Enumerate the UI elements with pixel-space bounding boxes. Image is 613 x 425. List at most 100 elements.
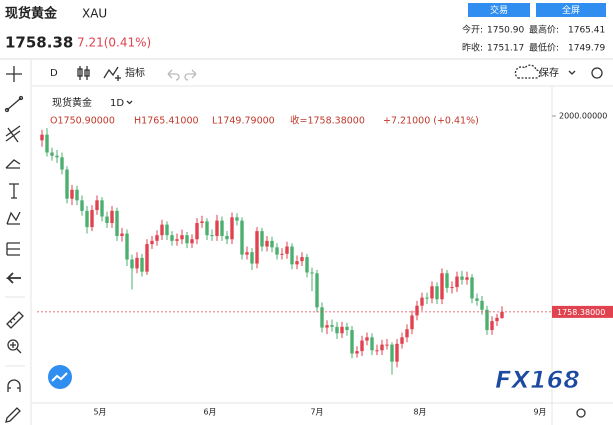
axis-settings[interactable] [576,408,586,418]
save-icon[interactable] [514,64,541,79]
logo [48,365,72,389]
candle-body [445,273,449,288]
candle-body [305,257,309,273]
candle-body [480,300,484,310]
candle-body [485,309,489,331]
candle-body [265,240,269,247]
candle-body [40,134,44,141]
trade-button-label[interactable]: 交易 [490,4,508,16]
stat-label: 最低价: [529,42,559,54]
stat-value: 1765.41 [568,26,605,36]
candle-body [285,246,289,254]
candle-body [75,189,79,201]
drawing-tools[interactable] [4,66,24,423]
candle-body [495,317,499,322]
candle-body [195,223,199,240]
candle-body [360,340,364,352]
candle-body [375,350,379,352]
candle-body [385,344,389,346]
candle-body [50,152,54,156]
undo-redo[interactable] [167,69,197,81]
fullscreen-button-label[interactable]: 全屏 [562,4,580,16]
indicator-icon[interactable] [103,66,121,81]
candle-body [325,325,329,328]
candle-body [330,325,334,327]
candle-body [490,321,494,331]
candle-body [140,257,144,272]
candle-body [350,330,354,354]
candle-body [60,157,64,170]
legend-open: O1750.90000 [50,116,115,127]
candle-body [225,235,229,240]
stat-value: 1750.90 [487,26,524,36]
candle-body [250,252,254,264]
candle-body [345,326,349,331]
candle-body [450,287,454,289]
legend-close: 收=1758.38000 [290,115,365,127]
y-tick-label: 2000.00000 [559,111,607,120]
candle-body [220,220,224,236]
stat-value: 1751.17 [487,44,524,54]
legend-interval: 1D [110,98,124,109]
candle-body [440,273,444,300]
candle-body [500,311,504,318]
stat-label: 最高价: [529,24,559,36]
candle-body [255,231,259,264]
last-price-box [552,305,613,318]
interval-button[interactable]: D [50,68,58,79]
candle-body [80,200,84,211]
candle-body [430,286,434,299]
x-tick-label: 7月 [310,408,323,417]
x-tick-label: 6月 [203,408,216,417]
candle-body [410,315,414,330]
candle-body [200,221,204,224]
candle-body [230,217,234,240]
fullscreen-button[interactable] [536,3,606,17]
legend-change: +7.21000 (+0.41%) [383,116,479,127]
candle-body [300,257,304,262]
candle-body [55,155,59,158]
last-price-label: 1758.38000 [557,308,605,317]
settings-icon[interactable] [591,67,603,79]
change: 7.21(0.41%) [77,36,151,50]
stat-label: 今开: [462,24,483,36]
candle-body [150,240,154,245]
candle-body [175,239,179,241]
candle-body [205,221,209,236]
symbol: XAU [82,7,107,21]
save-menu[interactable] [568,70,576,75]
instrument-name: 现货黄金 [5,6,58,22]
legend-name: 现货黄金 [52,96,92,109]
candle-body [260,231,264,247]
trade-button[interactable] [468,3,530,17]
stat-value: 1749.79 [568,44,605,54]
x-tick-label: 9月 [533,408,546,417]
x-tick-label: 5月 [93,408,106,417]
candle-body [280,253,284,255]
candle-body [155,235,159,241]
candle-body [335,326,339,334]
candle-body [310,272,314,274]
candle-body [370,337,374,351]
candle-body [180,235,184,240]
candle-body [365,337,369,341]
legend-low: L1749.79000 [212,116,275,127]
candle-body [240,220,244,255]
candle-body [290,246,294,265]
candle-body [470,277,474,299]
candle-body [170,235,174,241]
candle-body [270,240,274,248]
legend-menu[interactable] [126,100,133,105]
candle-icon[interactable] [77,66,90,80]
save-button[interactable]: 保存 [539,66,559,79]
candle-body [100,200,104,217]
watermark: FX168 [495,366,580,394]
candle-body [405,329,409,338]
indicator-button[interactable]: 指标 [125,66,145,79]
candle-body [70,189,74,199]
candle-body [115,210,119,236]
candle-body [320,307,324,328]
candle-body [460,276,464,280]
candle-body [465,277,469,280]
candle-body [145,244,149,272]
